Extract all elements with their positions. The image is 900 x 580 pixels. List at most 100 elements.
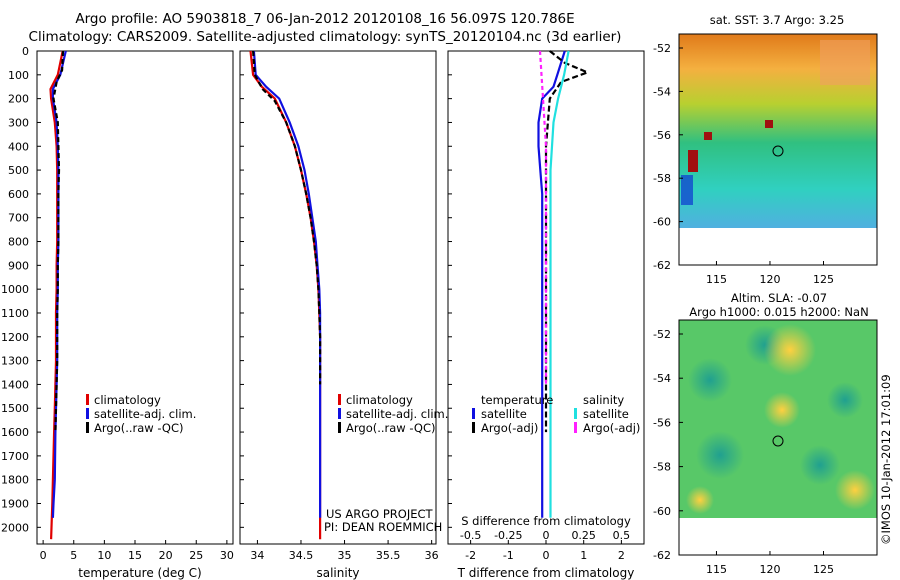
- lat-tick-label: -60: [653, 505, 671, 518]
- lat-tick-label: -54: [653, 85, 671, 98]
- legend-swatch-temp-satellite: [472, 408, 475, 419]
- sst-map-title: sat. SST: 3.7 Argo: 3.25: [710, 13, 845, 27]
- sst-map-nodata: [679, 228, 877, 265]
- s-diff-tick-label: 0.5: [613, 529, 631, 542]
- profile-line-argo-raw-qc-: [252, 50, 322, 385]
- salinity-legend: climatology satellite-adj. clim. Argo(..…: [338, 393, 448, 435]
- lon-tick-label: 125: [813, 273, 834, 286]
- depth-tick-label: 1600: [1, 426, 29, 439]
- x-tick-label: 30: [220, 549, 234, 562]
- temperature-panel-frame: [36, 50, 234, 545]
- depth-tick-label: 1700: [1, 450, 29, 463]
- legend-label-temp-argo: Argo(-adj): [481, 421, 538, 435]
- sst-red-anomaly: [765, 120, 773, 128]
- legend-swatch-satellite: [86, 408, 89, 419]
- depth-tick-label: 800: [8, 236, 29, 249]
- sla-low-blob: [688, 358, 732, 402]
- legend-label-climatology: climatology: [346, 393, 413, 407]
- x-tick-label: 35.5: [376, 549, 401, 562]
- profile-line-temperature-argo-adj-: [544, 50, 591, 433]
- lat-tick-label: -62: [653, 259, 671, 272]
- x-tick-label: 20: [159, 549, 173, 562]
- depth-tick-label: 2000: [1, 521, 29, 534]
- s-diff-tick-label: -0.5: [460, 529, 481, 542]
- lat-tick-label: -56: [653, 129, 671, 142]
- profile-line-salinity-satellite: [549, 50, 570, 518]
- depth-tick-label: 1300: [1, 355, 29, 368]
- profile-line-satellite-adj-clim-: [252, 50, 322, 518]
- lon-tick-label: 115: [706, 273, 727, 286]
- sla-map-frame: [678, 319, 878, 556]
- salinity-axis-label: salinity: [316, 566, 359, 580]
- sla-map-nodata: [679, 518, 877, 555]
- sla-low-blob: [696, 431, 744, 479]
- credit-project: US ARGO PROJECT: [326, 507, 434, 521]
- depth-tick-label: 600: [8, 188, 29, 201]
- legend-swatch-argo: [86, 422, 89, 433]
- credit-pi: PI: DEAN ROEMMICH: [324, 520, 442, 534]
- lon-tick-label: 125: [813, 563, 834, 576]
- temperature-legend: climatology satellite-adj. clim. Argo(..…: [86, 393, 196, 435]
- lat-tick-label: -52: [653, 42, 671, 55]
- x-tick-label: 0: [543, 549, 550, 562]
- depth-tick-label: 1000: [1, 283, 29, 296]
- lon-tick-label: 120: [759, 563, 780, 576]
- lat-tick-label: -58: [653, 461, 671, 474]
- legend-label-climatology: climatology: [94, 393, 161, 407]
- lat-tick-label: -60: [653, 216, 671, 229]
- sla-argo-location-marker: [772, 435, 784, 447]
- profile-line-temperature-satellite: [537, 50, 566, 518]
- legend-swatch-climatology: [338, 394, 341, 405]
- s-difference-axis-label: S difference from climatology: [461, 514, 631, 528]
- sla-high-blob: [686, 486, 714, 514]
- s-diff-tick-label: -0.25: [494, 529, 522, 542]
- lon-tick-label: 120: [759, 273, 780, 286]
- x-tick-label: -1: [503, 549, 514, 562]
- x-tick-label: 0: [40, 549, 47, 562]
- sst-warm-patch: [820, 40, 870, 85]
- depth-tick-label: 1900: [1, 498, 29, 511]
- depth-tick-label: 0: [22, 45, 29, 58]
- lat-tick-label: -52: [653, 328, 671, 341]
- lat-tick-label: -58: [653, 172, 671, 185]
- lat-tick-label: -62: [653, 549, 671, 562]
- sst-blue-patch: [681, 175, 693, 205]
- difference-legend: temperature salinity satellite Argo(-adj…: [472, 393, 640, 435]
- profile-line-argo-raw-qc-: [52, 50, 65, 433]
- salinity-panel-frame: [239, 50, 437, 545]
- depth-tick-label: 100: [8, 69, 29, 82]
- legend-swatch-temp-argo: [472, 422, 475, 433]
- x-tick-label: -2: [465, 549, 476, 562]
- legend-swatch-satellite: [338, 408, 341, 419]
- sla-low-blob: [827, 382, 863, 418]
- lat-tick-label: -54: [653, 372, 671, 385]
- imos-side-credit: ©IMOS 10-Jan-2012 17:01:09: [879, 374, 893, 545]
- legend-swatch-argo: [338, 422, 341, 433]
- sst-map-frame: [678, 33, 878, 266]
- legend-label-argo: Argo(..raw -QC): [94, 421, 184, 435]
- sla-map-title-1: Altim. SLA: -0.07: [731, 291, 827, 305]
- sla-map-title-2: Argo h1000: 0.015 h2000: NaN: [689, 305, 868, 319]
- sla-high-blob: [764, 324, 816, 376]
- depth-tick-label: 1200: [1, 331, 29, 344]
- depth-tick-label: 1500: [1, 402, 29, 415]
- legend-heading-salinity: salinity: [583, 393, 624, 407]
- plot-title-line1: Argo profile: AO 5903818_7 06-Jan-2012 2…: [75, 11, 575, 27]
- x-tick-label: 5: [70, 549, 77, 562]
- depth-tick-label: 200: [8, 93, 29, 106]
- s-diff-tick-label: 0: [543, 529, 550, 542]
- depth-tick-label: 900: [8, 259, 29, 272]
- sst-red-anomaly: [688, 150, 698, 172]
- depth-tick-label: 500: [8, 164, 29, 177]
- x-tick-label: 36: [425, 549, 439, 562]
- legend-label-temp-satellite: satellite: [481, 407, 527, 421]
- legend-label-satellite: satellite-adj. clim.: [94, 407, 196, 421]
- s-diff-tick-label: 0.25: [571, 529, 596, 542]
- depth-tick-label: 1400: [1, 378, 29, 391]
- x-tick-label: 34.5: [289, 549, 314, 562]
- sst-red-anomaly: [704, 132, 712, 140]
- lon-tick-label: 115: [706, 563, 727, 576]
- depth-tick-label: 1100: [1, 307, 29, 320]
- x-tick-label: 10: [97, 549, 111, 562]
